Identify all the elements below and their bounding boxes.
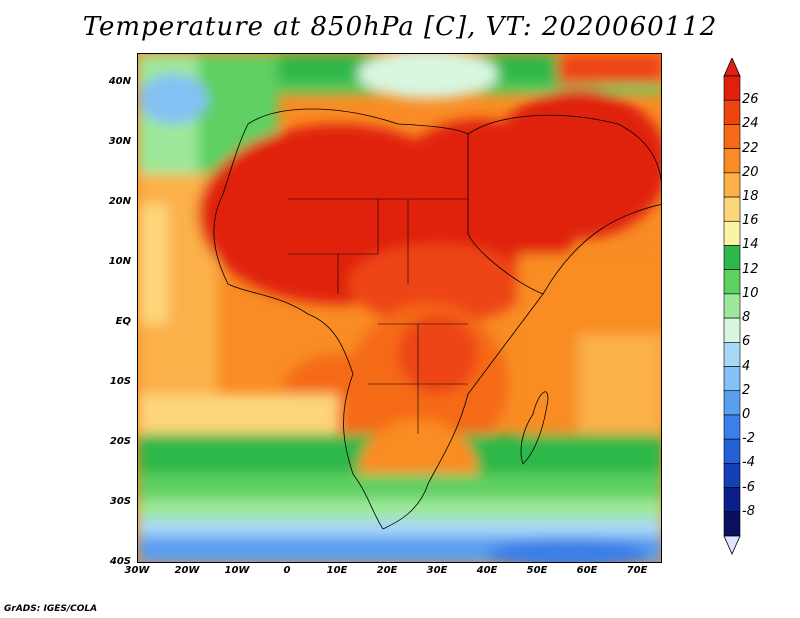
colorbar-level-label: 6 [742,334,751,350]
lat-label: 20N [108,196,131,207]
lon-label: 20W [174,565,200,576]
lat-label: 10N [108,256,131,267]
colorbar-level-label: 12 [742,261,759,277]
colorbar-level-label: -6 [742,479,755,495]
lon-label: 60E [576,565,598,576]
colorbar-swatch [723,148,741,174]
colorbar-swatch [723,463,741,488]
lat-label: 30S [109,496,131,507]
lat-label: 40S [109,556,131,567]
colorbar-level-label: 10 [742,285,759,301]
lat-label: EQ [115,316,131,327]
map-plot-area [137,53,662,563]
colorbar-level-label: 2 [742,382,751,398]
colorbar-level-label: 4 [742,358,751,374]
colorbar-swatch [723,487,741,513]
temperature-field-map [138,54,661,562]
coastline-outline [213,108,661,530]
colorbar-swatch [723,511,741,537]
colorbar-bottom-arrow [723,535,741,555]
colorbar-swatch [723,366,741,392]
colorbar-level-label: 14 [742,237,759,253]
colorbar-swatch [723,390,741,416]
map-title: Temperature at 850hPa [C], VT: 202006011… [82,12,718,42]
lat-label: 20S [109,436,131,447]
colorbar [723,58,741,555]
lon-label: 30E [426,565,448,576]
colorbar-level-label: -8 [742,503,755,519]
colorbar-swatch [723,438,741,464]
lon-label: 40E [476,565,498,576]
colorbar-level-label: 20 [742,164,759,180]
lon-label: 10E [326,565,348,576]
lon-label: 10W [224,565,250,576]
colorbar-swatch [723,317,741,343]
lon-label: 20E [376,565,398,576]
colorbar-swatch [723,99,741,125]
colorbar-swatch [723,414,741,440]
colorbar-level-label: 8 [742,310,751,326]
colorbar-level-label: -2 [742,431,755,447]
colorbar-swatch [723,269,741,295]
lon-label: 0 [283,565,291,576]
colorbar-swatch [723,196,741,222]
colorbar-swatch [723,342,741,367]
colorbar-swatch [723,124,741,149]
colorbar-swatch [723,245,741,270]
colorbar-swatch [723,220,741,246]
colorbar-level-label: 26 [742,92,759,108]
colorbar-level-label: 0 [742,406,751,422]
colorbar-top-arrow [723,58,741,77]
lon-label: 30W [124,565,150,576]
colorbar-swatch [723,172,741,198]
lat-label: 10S [109,376,131,387]
lat-label: 30N [108,136,131,147]
colorbar-level-label: 16 [742,213,759,229]
lat-label: 40N [108,76,131,87]
colorbar-swatch [723,75,741,101]
colorbar-swatch [723,293,741,319]
grads-credit: GrADS: IGES/COLA [4,604,98,614]
colorbar-level-label: -4 [742,455,755,471]
lon-label: 70E [626,565,648,576]
lon-label: 50E [526,565,548,576]
colorbar-level-label: 22 [742,140,759,156]
colorbar-level-label: 24 [742,116,759,132]
colorbar-level-label: 18 [742,189,759,205]
